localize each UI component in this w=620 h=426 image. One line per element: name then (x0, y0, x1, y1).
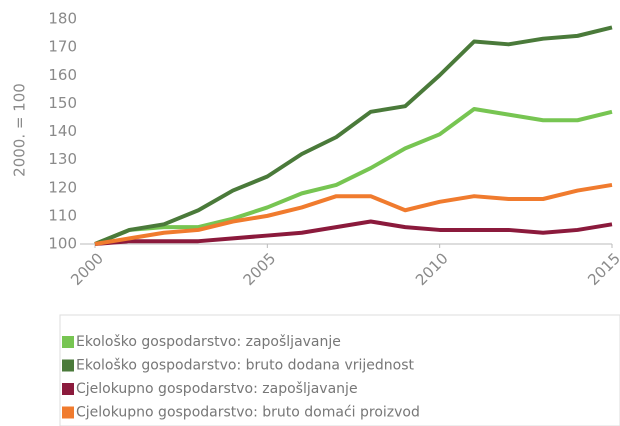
legend-swatch (62, 359, 74, 372)
series-line (94, 107, 613, 246)
y-tick-label: 110 (48, 206, 77, 224)
x-tick-label: 2010 (412, 249, 452, 289)
y-tick-label: 140 (48, 122, 77, 140)
y-tick-label: 170 (48, 38, 77, 56)
legend-swatch (62, 383, 74, 395)
legend-label: Cjelokupno gospodarstvo: zapošljavanje (76, 381, 358, 397)
y-tick-label: 150 (48, 94, 77, 112)
y-tick-label: 100 (48, 235, 77, 253)
y-axis-label: 2000. = 100 (11, 83, 29, 177)
y-tick-label: 130 (48, 150, 77, 168)
legend-label: Ekološko gospodarstvo: zapošljavanje (76, 334, 341, 350)
series-line (94, 182, 613, 246)
legend-label: Ekološko gospodarstvo: bruto dodana vrij… (76, 358, 415, 374)
legend-swatch (62, 406, 74, 419)
legend-label: Cjelokupno gospodarstvo: bruto domaći pr… (76, 405, 420, 421)
legend: Ekološko gospodarstvo: zapošljavanje Ekol… (62, 334, 420, 421)
legend-swatch (62, 336, 74, 348)
series-line (94, 25, 613, 246)
y-tick-label: 120 (48, 178, 77, 196)
x-tick-label: 2005 (240, 249, 280, 289)
legend-box (59, 314, 620, 426)
x-tick-label: 2015 (584, 249, 620, 289)
y-tick-label: 160 (48, 66, 77, 84)
x-tick-label: 2000 (67, 249, 107, 289)
y-tick-label: 180 (48, 10, 77, 28)
series-line (94, 219, 613, 246)
